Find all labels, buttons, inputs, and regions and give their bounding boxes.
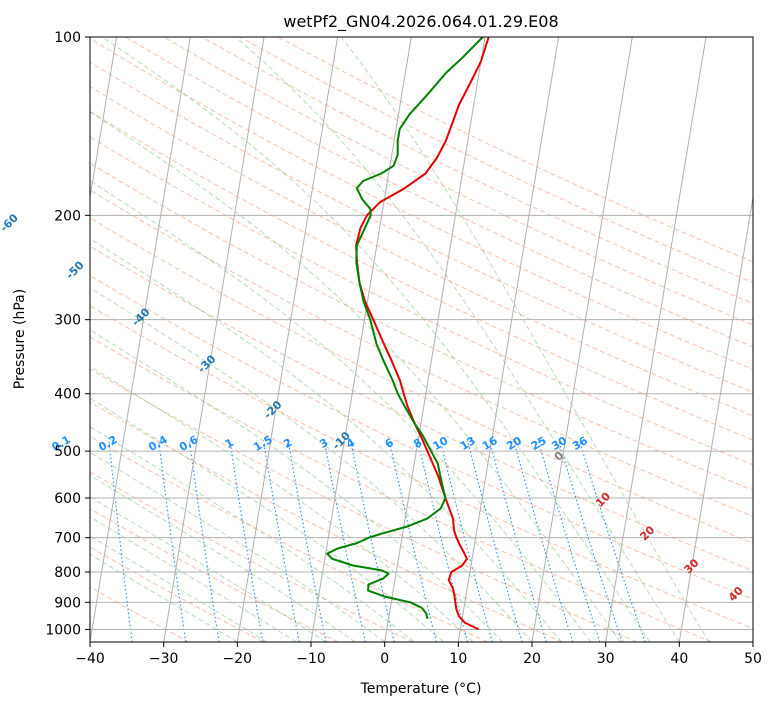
mixing-ratio-line (513, 440, 574, 642)
y-tick-label: 800 (54, 565, 81, 581)
mixing-ratio-line (323, 440, 366, 642)
moist-adiabat (90, 535, 268, 642)
plot-background (90, 37, 753, 642)
isotherm-line (163, 37, 265, 642)
x-axis-label: Temperature (°C) (360, 681, 482, 697)
moist-adiabat (90, 451, 385, 642)
x-tick-label: −10 (296, 651, 326, 667)
chart-title: wetPf2_GN04.2026.064.01.29.E08 (283, 12, 558, 32)
x-tick-label: −40 (75, 651, 105, 667)
x-tick-label: 40 (670, 651, 688, 667)
mixing-ratio-line (229, 440, 264, 642)
dry-adiabat (90, 401, 563, 642)
x-tick-label: 20 (523, 651, 541, 667)
isotherm-line (90, 37, 191, 642)
x-tick-label: 10 (449, 651, 467, 667)
y-tick-label: 200 (54, 208, 81, 224)
plot-area (90, 37, 753, 642)
mixing-ratio-line (262, 440, 300, 642)
dewpoint-profile (326, 37, 484, 620)
dry-adiabat (90, 110, 753, 441)
dry-adiabat (90, 336, 712, 642)
x-tick-label: −30 (149, 651, 179, 667)
grid-lines (90, 37, 753, 642)
moist-adiabat (90, 553, 238, 642)
y-tick-label: 900 (54, 595, 81, 611)
isotherm-line (310, 37, 412, 642)
x-tick-label: 50 (744, 651, 762, 667)
dry-adiabat (90, 546, 264, 642)
mixing-ratio-line (158, 440, 187, 642)
y-tick-label: 300 (54, 313, 81, 329)
isotherm-line (605, 37, 707, 642)
moist-adiabat (90, 111, 621, 642)
mixing-ratio-line (439, 440, 493, 642)
isotherm-line (678, 194, 753, 642)
dry-adiabat (90, 136, 753, 466)
dry-adiabat (90, 368, 638, 642)
dry-adiabat (90, 162, 753, 491)
moist-adiabat (340, 37, 710, 642)
x-axis: −40 −30 −20 −10 0 10 20 30 40 50 (75, 642, 762, 667)
y-axis-label: Pressure (hPa) (12, 289, 28, 389)
mixing-ratio-line (188, 440, 220, 642)
y-axis: 100 200 300 400 500 600 700 800 900 1000 (45, 30, 90, 638)
isotherm-line (384, 37, 486, 642)
mixing-ratio-line (489, 440, 547, 642)
dry-adiabat (90, 275, 753, 600)
y-tick-label: 100 (54, 30, 81, 46)
moist-adiabat (90, 397, 444, 642)
plot-frame-rect (89, 36, 754, 643)
mixing-ratio-line (287, 440, 327, 642)
moist-adiabat (90, 474, 356, 642)
x-tick-label: −20 (223, 651, 253, 667)
dry-adiabat (90, 37, 753, 370)
moist-adiabat (90, 180, 592, 642)
temperature-profile (355, 37, 490, 631)
mixing-ratio-line (467, 440, 523, 642)
isotherm-line (236, 37, 339, 642)
dry-adiabat (90, 508, 339, 642)
x-tick-label: 30 (597, 651, 615, 667)
series-lines (326, 37, 490, 631)
x-tick-label: 0 (380, 651, 389, 667)
plot-frame (89, 36, 754, 643)
dry-adiabat (90, 86, 753, 417)
moist-adiabat (90, 238, 562, 642)
isotherm-label: -50 (63, 258, 86, 281)
y-tick-label: 1000 (45, 622, 81, 638)
dry-adiabat (90, 305, 753, 630)
moist-adiabat (90, 426, 415, 642)
y-tick-label: 500 (54, 444, 81, 460)
moist-adiabat (102, 37, 651, 642)
isotherm-line (90, 37, 118, 201)
dry-adiabat (90, 61, 753, 393)
moist-adiabat (90, 329, 503, 642)
moist-adiabat (235, 37, 680, 642)
y-tick-label: 700 (54, 531, 81, 547)
mixing-ratio-line (108, 440, 133, 642)
y-tick-label: 400 (54, 387, 81, 403)
moist-adiabat (90, 287, 533, 642)
mixing-ratio-line (388, 440, 437, 642)
isotherm-line (457, 37, 560, 642)
isotherm-line (531, 37, 633, 642)
background-lines (90, 37, 753, 642)
y-tick-label: 600 (54, 491, 81, 507)
isotherm-label: -60 (0, 211, 21, 234)
isotherm-line (752, 638, 753, 642)
